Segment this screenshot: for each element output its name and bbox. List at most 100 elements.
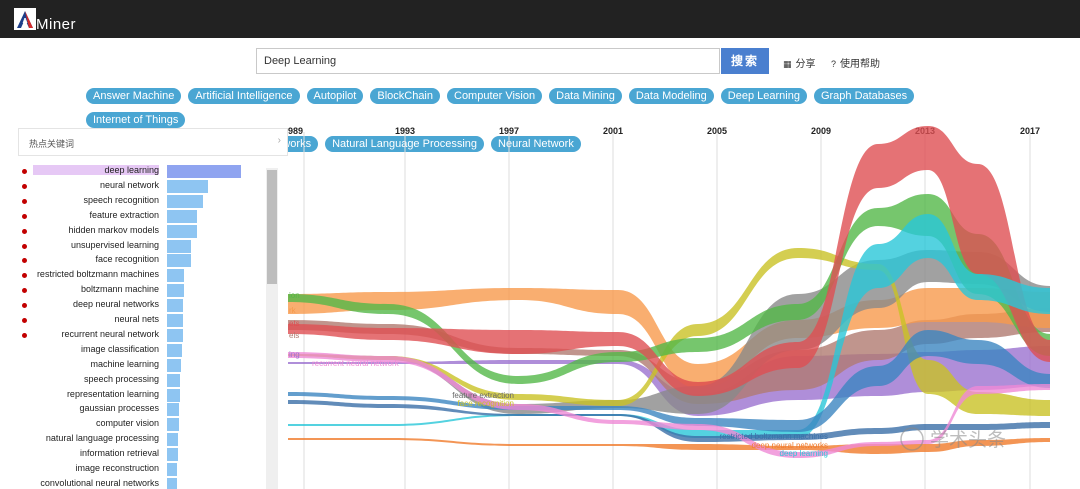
- keyword-row[interactable]: hidden markov models: [18, 224, 268, 238]
- keyword-dot-icon: [22, 288, 27, 294]
- keyword-row[interactable]: neural network: [18, 179, 268, 193]
- topic-tag[interactable]: Artificial Intelligence: [188, 88, 300, 104]
- keyword-row[interactable]: gaussian processes: [18, 402, 268, 417]
- search-button[interactable]: 搜索: [721, 48, 769, 74]
- help-link[interactable]: ? 使用帮助: [831, 55, 880, 70]
- stream-annotation: deep neural networks: [752, 441, 829, 450]
- hot-keywords-title: 热点关键词: [29, 139, 75, 149]
- keyword-row[interactable]: image reconstruction: [18, 462, 268, 476]
- logo-letter: A: [22, 18, 27, 25]
- topic-tag[interactable]: Graph Databases: [813, 88, 915, 104]
- keyword-label: deep learning: [33, 165, 159, 175]
- keyword-row[interactable]: speech recognition: [18, 194, 268, 208]
- stream-band: [288, 308, 1050, 404]
- keyword-label: deep neural networks: [72, 299, 159, 310]
- keyword-bar: [167, 194, 204, 208]
- topic-tag[interactable]: Computer Vision: [447, 88, 543, 104]
- topic-tag[interactable]: Deep Learning: [720, 88, 807, 104]
- keyword-label: unsupervised learning: [70, 239, 159, 250]
- keyword-dot-icon: [22, 332, 27, 338]
- keyword-label: hidden markov models: [68, 224, 159, 235]
- keyword-row[interactable]: feature extraction: [18, 209, 268, 223]
- topic-tag[interactable]: Autopilot: [306, 88, 364, 104]
- keyword-bar: [167, 284, 185, 298]
- keyword-row[interactable]: representation learning: [18, 388, 268, 402]
- keyword-row[interactable]: boltzmann machine: [18, 283, 268, 298]
- keyword-bar: [167, 463, 178, 476]
- keyword-row[interactable]: deep learning: [18, 164, 268, 178]
- keyword-bar: [167, 477, 178, 489]
- keyword-label: image reconstruction: [75, 463, 159, 473]
- clipped-series-label: ing: [289, 350, 300, 359]
- x-tick-label: 2005: [707, 126, 727, 136]
- keyword-row[interactable]: speech processing: [18, 373, 268, 387]
- keyword-row[interactable]: information retrieval: [18, 447, 268, 462]
- keyword-scroll-thumb[interactable]: [267, 170, 277, 284]
- keyword-row[interactable]: face recognition: [18, 253, 268, 268]
- stream-band: [288, 194, 1050, 384]
- keyword-bar: [167, 254, 191, 268]
- keyword-bar: [167, 403, 179, 417]
- stream-annotation: feature extraction: [452, 391, 514, 400]
- keyword-row[interactable]: deep neural networks: [18, 298, 268, 313]
- keyword-label: image classification: [80, 343, 159, 354]
- keyword-dot-icon: [22, 183, 27, 189]
- stream-annotation: deep learning: [780, 449, 828, 458]
- keyword-bar: [167, 165, 241, 178]
- keyword-label: speech processing: [83, 373, 159, 384]
- keyword-row[interactable]: computer vision: [18, 417, 268, 432]
- logo-a-icon: A: [14, 8, 36, 30]
- x-tick-label: 1993: [395, 126, 415, 136]
- share-label: 分享: [795, 59, 816, 70]
- chevron-right-icon: ›: [277, 135, 281, 146]
- keyword-bar: [167, 269, 185, 283]
- keyword-row[interactable]: recurrent neural network: [18, 328, 268, 342]
- topic-tag[interactable]: Data Mining: [549, 88, 622, 104]
- keyword-dot-icon: [22, 273, 27, 279]
- keyword-row[interactable]: neural nets: [18, 313, 268, 327]
- clipped-series-label: ets: [289, 319, 300, 328]
- stream-band: [288, 126, 1050, 396]
- trend-streamgraph: 9891993199720012005200920132017recurrent…: [288, 126, 1050, 489]
- share-link[interactable]: ▦ 分享: [783, 55, 816, 70]
- topic-tag[interactable]: Answer Machine: [86, 88, 182, 104]
- stream-band: [288, 400, 1050, 442]
- stream-band: [288, 248, 1050, 416]
- x-tick-label: 1997: [499, 126, 519, 136]
- keyword-row[interactable]: image classification: [18, 343, 268, 357]
- keyword-label: speech recognition: [83, 194, 159, 205]
- keyword-label: neural nets: [114, 314, 159, 324]
- keyword-row[interactable]: unsupervised learning: [18, 239, 268, 253]
- keyword-row[interactable]: machine learning: [18, 358, 268, 372]
- top-bar: A Miner: [0, 0, 1080, 38]
- keyword-bar: [167, 358, 182, 372]
- topic-tag[interactable]: Internet of Things: [86, 112, 186, 128]
- keyword-bar: [167, 314, 184, 327]
- keyword-bar: [167, 418, 179, 432]
- keyword-dot-icon: [22, 169, 27, 174]
- keyword-bar: [167, 373, 181, 387]
- topic-tag[interactable]: Data Modeling: [628, 88, 714, 104]
- keyword-row[interactable]: restricted boltzmann machines: [18, 268, 268, 283]
- hot-keywords-header[interactable]: 热点关键词 ›: [18, 128, 288, 156]
- keyword-dot-icon: [22, 318, 27, 323]
- qr-code-icon: ▦: [783, 59, 792, 69]
- keyword-bar: [167, 388, 180, 402]
- logo-text: Miner: [36, 16, 77, 33]
- keyword-row[interactable]: natural language processing: [18, 432, 268, 447]
- keyword-dot-icon: [22, 243, 27, 249]
- topic-tag[interactable]: Neural Network: [491, 136, 581, 152]
- x-tick-label: 2009: [811, 126, 831, 136]
- stream-annotation: restricted boltzmann machines: [720, 432, 829, 441]
- keyword-bar: [167, 299, 184, 313]
- keyword-row[interactable]: convolutional neural networks: [18, 477, 268, 489]
- search-input[interactable]: [256, 48, 720, 74]
- keyword-dot-icon: [22, 198, 27, 204]
- keyword-bar: [167, 224, 197, 238]
- x-tick-label: 2001: [603, 126, 623, 136]
- keyword-bar: [167, 343, 182, 357]
- keyword-label: information retrieval: [79, 448, 159, 459]
- topic-tag[interactable]: BlockChain: [370, 88, 440, 104]
- keyword-label: recurrent neural network: [61, 328, 159, 339]
- keyword-bar: [167, 239, 192, 253]
